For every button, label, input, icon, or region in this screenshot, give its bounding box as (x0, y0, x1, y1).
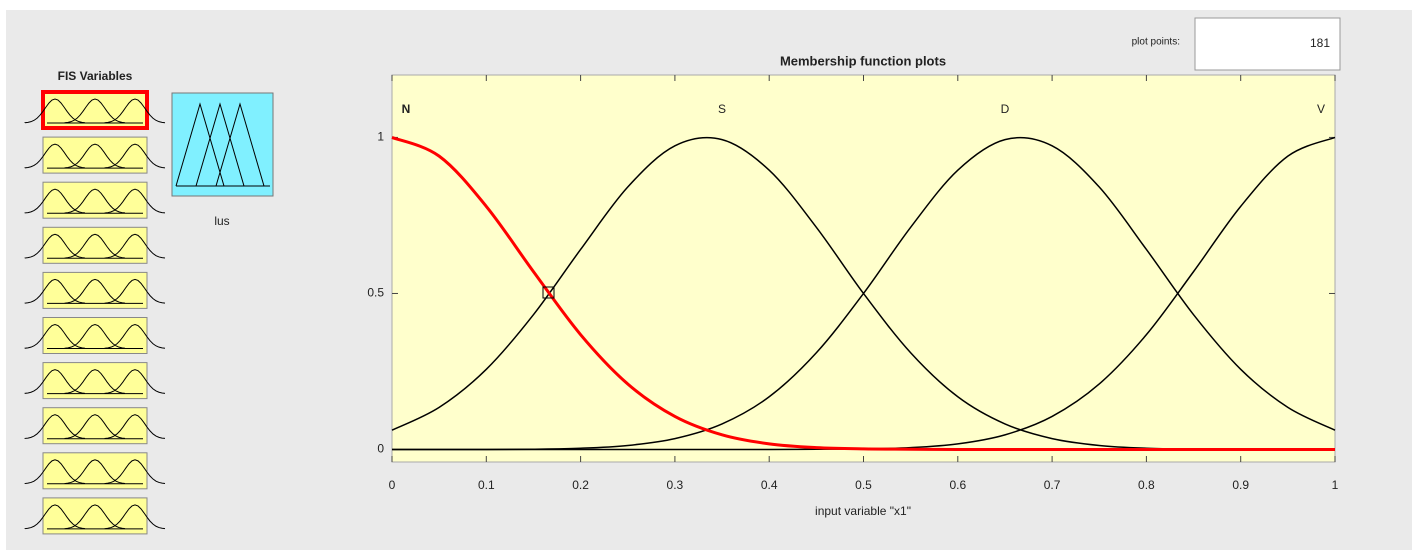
x-tick-label: 0.2 (572, 478, 589, 492)
input-box (42, 271, 148, 309)
mf-name: N (402, 102, 411, 116)
input-variable[interactable] (24, 136, 166, 174)
x-axis-label: input variable "x1" (815, 504, 911, 518)
input-variable[interactable] (24, 452, 166, 490)
input-icon (24, 459, 166, 485)
x-tick-label: 0 (389, 478, 396, 492)
x-tick-label: 0.8 (1138, 478, 1155, 492)
input-icon (24, 143, 166, 169)
input-variable[interactable] (24, 181, 166, 219)
input-icon (24, 414, 166, 439)
input-icon (24, 278, 166, 304)
input-variable[interactable] (24, 90, 166, 130)
input-icon (24, 323, 166, 349)
x-tick-label: 0.5 (855, 478, 872, 492)
membership-curve (391, 136, 1335, 452)
input-variable[interactable] (24, 226, 166, 264)
mf-name: S (718, 102, 726, 116)
mf-name: D (1001, 102, 1010, 116)
input-box (42, 497, 148, 535)
input-variables (24, 90, 166, 535)
y-tick-label: 0.5 (367, 286, 384, 300)
x-tick-label: 0.4 (761, 478, 778, 492)
plot: 0 0.1 0.2 0.3 0.4 0.5 0.6 0.7 0.8 0.9 1 0 0.5 1 S D V N (367, 75, 1339, 492)
x-tick-label: 0.1 (478, 478, 495, 492)
input-variable[interactable] (24, 497, 166, 535)
input-variable[interactable] (24, 362, 166, 400)
panel-title: FIS Variables (58, 69, 133, 83)
x-tick-label: 0.9 (1232, 478, 1249, 492)
input-box (42, 407, 148, 445)
output-box[interactable] (171, 92, 274, 197)
input-icon (24, 369, 166, 394)
input-icon (24, 504, 166, 530)
input-icon (24, 233, 166, 259)
mf-name: V (1317, 102, 1325, 116)
input-box (42, 317, 148, 354)
selection-handle[interactable] (542, 286, 555, 299)
x-tick-label: 0.6 (949, 478, 966, 492)
plot-points-value[interactable]: 181 (1310, 36, 1330, 50)
y-tick-label: 1 (377, 130, 384, 144)
input-box (42, 362, 148, 400)
y-tick-label: 0 (377, 442, 384, 456)
plot-points-label: plot points: (1132, 37, 1180, 48)
input-icon (24, 98, 166, 124)
x-tick-label: 0.7 (1044, 478, 1061, 492)
input-box (42, 226, 148, 264)
output-icon (175, 102, 270, 187)
input-box (42, 181, 148, 219)
input-box (42, 136, 148, 174)
x-tick-label: 0.3 (667, 478, 684, 492)
input-box (41, 90, 149, 130)
plot-points-input[interactable] (1194, 17, 1341, 71)
input-variable[interactable] (24, 407, 166, 445)
chart-title: Membership function plots (780, 53, 946, 68)
input-variable[interactable] (24, 317, 166, 354)
input-icon (24, 188, 166, 214)
input-box (42, 452, 148, 490)
output-variable[interactable] (171, 92, 274, 197)
output-label: lus (214, 214, 229, 228)
input-variable[interactable] (24, 271, 166, 309)
x-tick-label: 1 (1332, 478, 1339, 492)
plot-area (391, 74, 1336, 463)
